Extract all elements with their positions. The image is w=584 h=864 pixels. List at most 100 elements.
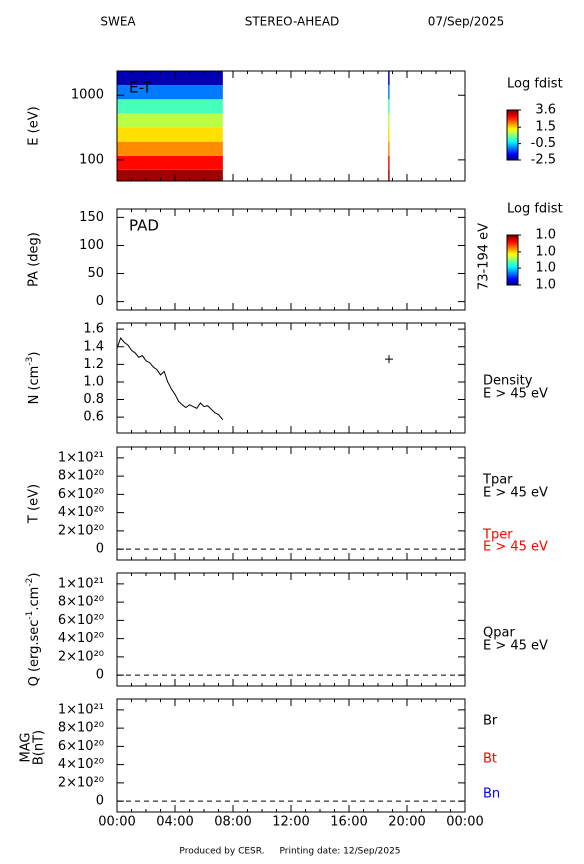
colorbar-frame (506, 234, 519, 286)
heatmap-cell (117, 113, 223, 128)
colorbar-swatch (507, 274, 518, 276)
footer-printing: Printing date: 12/Sep/2025 (279, 847, 400, 857)
colorbar-tick-label: 1.0 (535, 228, 556, 243)
colorbar-frame (506, 109, 519, 161)
colorbar-swatch (507, 282, 518, 284)
x-tick-label: 08:00 (214, 815, 251, 830)
colorbar-swatch (507, 152, 518, 154)
colorbar-swatch (507, 269, 518, 271)
x-tick-label: 20:00 (388, 815, 425, 830)
colorbar-swatch (507, 236, 518, 238)
y-axis-label: B(nT) (32, 730, 47, 765)
colorbar-swatch (507, 244, 518, 246)
heatmap-cell (388, 99, 390, 114)
colorbar-swatch (507, 145, 518, 147)
panel-annotation: E-T (129, 79, 153, 97)
colorbar-swatch (507, 238, 518, 240)
colorbar-swatch (507, 149, 518, 151)
y-tick-label: 1000 (71, 88, 104, 103)
y-axis-label-part: ) (27, 573, 42, 578)
colorbar-swatch (507, 144, 518, 146)
date: 07/Sep/2025 (428, 15, 505, 29)
y-tick-label: 0.8 (83, 392, 104, 407)
y-axis-label-part: -1 (25, 611, 35, 620)
colorbar-swatch (507, 241, 518, 243)
side-label: Bt (483, 752, 497, 767)
heatmap-cell (117, 141, 223, 156)
y-axis-label-part: .cm (27, 587, 42, 611)
colorbar-swatch (507, 240, 518, 242)
data-line (116, 336, 224, 421)
colorbar-swatch (507, 121, 518, 123)
colorbar-swatch (507, 130, 518, 132)
y-tick-label: 1.2 (83, 357, 104, 372)
colorbar-swatch (507, 251, 518, 253)
colorbar-swatch (507, 115, 518, 117)
colorbar-swatch (507, 150, 518, 152)
colorbar-swatch (507, 139, 518, 141)
colorbar-swatch (507, 277, 518, 279)
colorbar-swatch (507, 271, 518, 273)
colorbar-swatch (507, 279, 518, 281)
y-tick-label: 0 (96, 794, 104, 809)
colorbar-swatch (507, 124, 518, 126)
colorbar-tick-label: 1.0 (535, 244, 556, 259)
colorbar-swatch (507, 264, 518, 266)
colorbar-tick-label: 1.0 (535, 278, 556, 293)
y-tick-label: 1×10²¹ (58, 702, 104, 717)
y-tick-label: 1×10²¹ (58, 450, 104, 465)
right-label: 73-194 eV (477, 223, 492, 290)
colorbar-swatch (507, 116, 518, 118)
colorbar-swatch (507, 140, 518, 142)
y-tick-label: 8×10²⁰ (58, 721, 104, 736)
colorbar-swatch (507, 270, 518, 272)
y-tick-label: 0.6 (83, 410, 104, 425)
heatmap-cell (117, 99, 223, 114)
heatmap-cell (388, 113, 390, 128)
colorbar-tick-label: -2.5 (531, 153, 556, 168)
side-label: Tper (482, 528, 513, 543)
colorbar-swatch (507, 276, 518, 278)
colorbar-swatch (507, 151, 518, 153)
colorbar-swatch (507, 267, 518, 269)
colorbar-swatch (507, 126, 518, 128)
data-point (385, 355, 394, 364)
y-axis-label: T (eV) (27, 484, 42, 524)
colorbar-swatch (507, 249, 518, 251)
y-tick-label: 4×10²⁰ (58, 757, 104, 772)
colorbar-title: Log fdist (507, 77, 563, 92)
x-tick-label: 16:00 (330, 815, 367, 830)
colorbar-swatch (507, 157, 518, 159)
colorbar-swatch (507, 148, 518, 150)
colorbar-swatch (507, 137, 518, 139)
footer-produced: Produced by CESR. (179, 847, 264, 857)
y-tick-label: 4×10²⁰ (58, 631, 104, 646)
colorbar-swatch (507, 142, 518, 144)
colorbar-swatch (507, 122, 518, 124)
colorbar-swatch (507, 250, 518, 252)
colorbar-swatch (507, 273, 518, 275)
y-tick-label: 50 (87, 266, 104, 281)
colorbar-swatch (507, 134, 518, 136)
y-tick-label: 8×10²⁰ (58, 595, 104, 610)
colorbar-swatch (507, 262, 518, 264)
colorbar-swatch (507, 242, 518, 244)
heatmap-cell (117, 155, 223, 170)
colorbar-swatch (507, 135, 518, 137)
y-axis-label: N (cm-3) (25, 352, 42, 405)
colorbar-tick-label: -0.5 (531, 136, 556, 151)
side-label: Density (483, 374, 533, 389)
colorbar-swatch (507, 255, 518, 257)
colorbar-swatch (507, 280, 518, 282)
heatmap-cell (388, 71, 390, 86)
side-label: E > 45 eV (483, 486, 548, 501)
colorbar-swatch (507, 120, 518, 122)
colorbar-swatch (507, 281, 518, 283)
x-tick-label: 00:00 (98, 815, 135, 830)
colorbar-swatch (507, 133, 518, 135)
x-tick-label: 12:00 (272, 815, 309, 830)
heatmap-cell (388, 141, 390, 156)
colorbar-swatch (507, 143, 518, 145)
colorbar-swatch (507, 261, 518, 263)
